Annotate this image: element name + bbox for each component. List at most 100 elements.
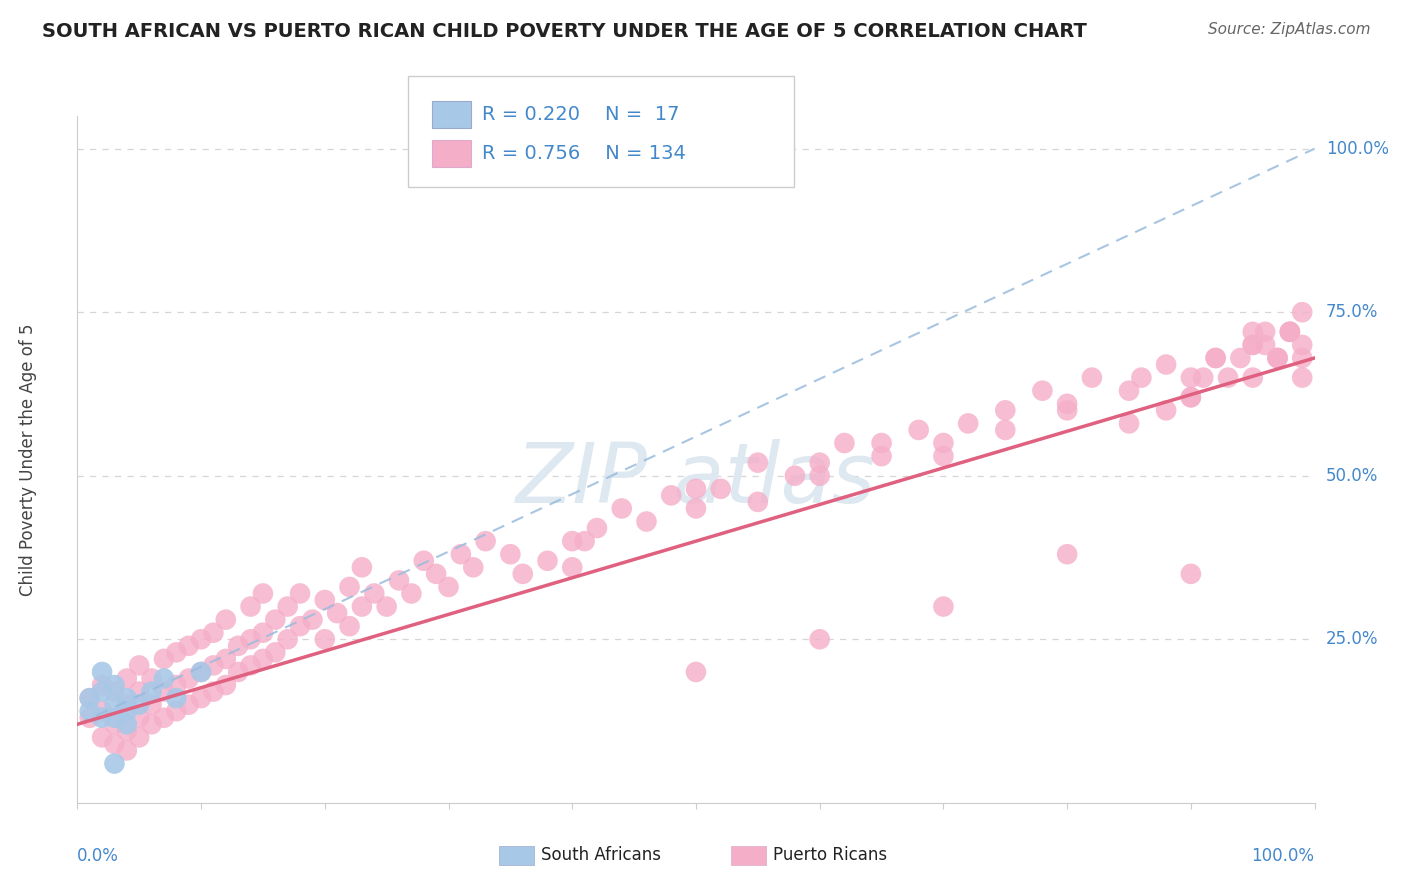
Point (79, 704, 101, 718)
Point (1267, 351, 1289, 365)
Point (412, 554, 434, 568)
Point (388, 574, 411, 588)
Point (103, 717, 125, 731)
Point (1254, 325, 1277, 339)
Point (1031, 384, 1053, 398)
Point (685, 501, 707, 516)
Point (1118, 384, 1140, 398)
Text: ZIP atlas: ZIP atlas (516, 440, 876, 521)
Point (215, 613, 238, 627)
Point (215, 678, 238, 692)
Point (153, 652, 176, 666)
Point (264, 645, 287, 659)
Point (1291, 338, 1313, 352)
Point (252, 625, 274, 640)
Point (153, 672, 176, 686)
Point (1229, 351, 1251, 365)
Point (1180, 390, 1202, 404)
Point (177, 672, 200, 686)
Point (288, 586, 311, 600)
Point (115, 672, 138, 686)
Point (610, 501, 633, 516)
Point (177, 639, 200, 653)
Point (1056, 547, 1078, 561)
Point (994, 423, 1017, 437)
Point (401, 586, 423, 600)
Point (141, 684, 163, 698)
Point (239, 658, 262, 673)
Text: 0.0%: 0.0% (77, 847, 120, 865)
Point (177, 698, 200, 712)
Point (277, 632, 299, 647)
Point (128, 698, 150, 712)
Point (1241, 338, 1264, 352)
Point (425, 566, 447, 581)
Point (115, 743, 138, 757)
Point (1130, 370, 1153, 384)
Point (586, 521, 609, 535)
Point (103, 698, 125, 712)
Point (1056, 403, 1078, 417)
Text: Child Poverty Under the Age of 5: Child Poverty Under the Age of 5 (18, 323, 37, 596)
Point (1241, 325, 1264, 339)
Point (314, 632, 336, 647)
Point (685, 665, 707, 679)
Point (103, 684, 125, 698)
Point (1278, 325, 1301, 339)
Point (91, 678, 114, 692)
Text: 25.0%: 25.0% (1326, 631, 1378, 648)
Point (215, 652, 238, 666)
Point (128, 658, 150, 673)
Point (103, 711, 125, 725)
Point (1056, 397, 1078, 411)
Point (907, 423, 929, 437)
Point (79, 711, 101, 725)
Point (239, 599, 262, 614)
Point (103, 678, 125, 692)
Point (226, 639, 249, 653)
Point (115, 717, 138, 731)
Point (932, 449, 955, 463)
Point (710, 482, 733, 496)
Point (326, 606, 349, 620)
Point (91, 731, 114, 745)
Point (808, 456, 831, 470)
Text: SOUTH AFRICAN VS PUERTO RICAN CHILD POVERTY UNDER THE AGE OF 5 CORRELATION CHART: SOUTH AFRICAN VS PUERTO RICAN CHILD POVE… (42, 22, 1087, 41)
Point (91, 711, 114, 725)
Point (932, 436, 955, 450)
Point (91, 684, 114, 698)
Point (153, 684, 176, 698)
Point (190, 665, 212, 679)
Point (437, 580, 460, 594)
Point (1267, 351, 1289, 365)
Point (994, 403, 1017, 417)
Point (1154, 403, 1177, 417)
Point (301, 613, 323, 627)
Point (350, 560, 373, 574)
Point (1216, 370, 1239, 384)
Point (870, 436, 893, 450)
Point (190, 632, 212, 647)
Point (499, 547, 522, 561)
Text: Puerto Ricans: Puerto Ricans (773, 847, 887, 864)
Point (350, 599, 373, 614)
Point (1205, 351, 1227, 365)
Point (288, 619, 311, 633)
Point (1291, 370, 1313, 384)
Point (561, 560, 583, 574)
Point (747, 456, 769, 470)
Point (1267, 351, 1289, 365)
Point (1081, 370, 1104, 384)
Point (141, 672, 163, 686)
Point (747, 495, 769, 509)
Point (202, 625, 225, 640)
Point (932, 599, 955, 614)
Point (685, 482, 707, 496)
Text: Source: ZipAtlas.com: Source: ZipAtlas.com (1208, 22, 1371, 37)
Point (202, 658, 225, 673)
Point (165, 645, 187, 659)
Point (1154, 358, 1177, 372)
Text: 50.0%: 50.0% (1326, 467, 1378, 484)
Point (363, 586, 385, 600)
Point (115, 691, 138, 706)
